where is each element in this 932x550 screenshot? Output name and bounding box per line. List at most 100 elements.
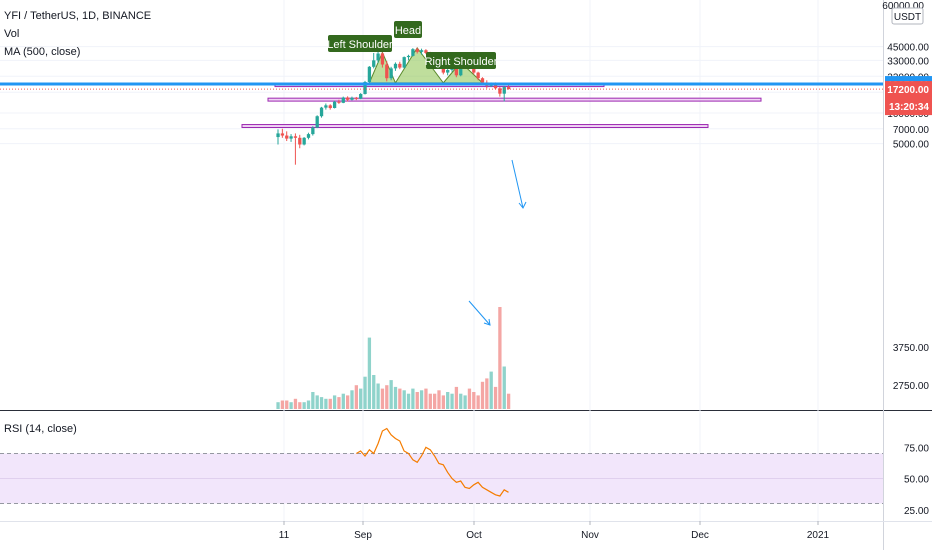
volume-bar bbox=[328, 398, 332, 409]
candle-body[interactable] bbox=[276, 133, 280, 138]
candle-body[interactable] bbox=[332, 101, 337, 109]
candle-body[interactable] bbox=[311, 127, 315, 135]
time-tick-label[interactable]: Oct bbox=[466, 530, 482, 541]
candle-body[interactable] bbox=[363, 81, 367, 94]
candle-body[interactable] bbox=[337, 101, 341, 103]
right-shoulder-label-bg[interactable] bbox=[426, 52, 496, 69]
volume-bar bbox=[472, 392, 476, 409]
time-tick-label[interactable]: Sep bbox=[354, 530, 372, 541]
candle-body[interactable] bbox=[480, 78, 485, 83]
symbol-legend[interactable]: YFI / TetherUS, 1D, BINANCE bbox=[4, 10, 152, 22]
candle-body[interactable] bbox=[450, 68, 454, 71]
candle-body[interactable] bbox=[359, 93, 363, 99]
price-tick-label: 5000.00 bbox=[893, 140, 930, 151]
support-zone[interactable] bbox=[267, 97, 762, 102]
volume-bars bbox=[276, 307, 511, 409]
volume-arrow-shaft[interactable] bbox=[468, 300, 491, 326]
head-shoulders-pattern[interactable] bbox=[368, 46, 484, 84]
last-price-label[interactable]: 17200.00 bbox=[887, 85, 929, 96]
candle-body[interactable] bbox=[411, 49, 415, 56]
candle-body[interactable] bbox=[302, 137, 306, 145]
volume-bar bbox=[428, 393, 432, 409]
head-label-bg[interactable] bbox=[394, 21, 422, 38]
volume-bar bbox=[502, 366, 506, 409]
right-shoulder-label[interactable]: Right Shoulder bbox=[425, 56, 498, 68]
candle-body[interactable] bbox=[502, 87, 506, 94]
candle-body[interactable] bbox=[389, 68, 393, 79]
support-zone[interactable] bbox=[241, 124, 709, 129]
candle-body[interactable] bbox=[354, 97, 358, 99]
last-price-tag[interactable] bbox=[885, 81, 932, 116]
volume-bar bbox=[302, 402, 306, 409]
candle-body[interactable] bbox=[454, 68, 459, 76]
volume-bar bbox=[376, 383, 380, 409]
candle-body[interactable] bbox=[350, 97, 354, 100]
candle-body[interactable] bbox=[341, 97, 345, 103]
volume-bar bbox=[324, 398, 328, 409]
candle-body[interactable] bbox=[441, 66, 445, 73]
price-tick-label: 45000.00 bbox=[887, 43, 929, 54]
candle-body[interactable] bbox=[493, 83, 498, 89]
time-tick-label[interactable]: Dec bbox=[691, 530, 709, 541]
ma-legend[interactable]: MA (500, close) bbox=[4, 46, 81, 58]
candle-body[interactable] bbox=[385, 64, 389, 79]
volume-bar bbox=[437, 390, 441, 409]
candle-body[interactable] bbox=[476, 72, 480, 79]
candle-body[interactable] bbox=[285, 135, 289, 139]
left-shoulder-label-bg[interactable] bbox=[328, 35, 392, 52]
price-axis[interactable]: 60000.00USDT45000.0033000.0023000.001000… bbox=[882, 1, 932, 392]
candle-body[interactable] bbox=[293, 136, 298, 138]
volume-bar bbox=[480, 381, 485, 409]
volume-bar bbox=[467, 388, 472, 409]
candle-body[interactable] bbox=[306, 134, 311, 138]
candle-body[interactable] bbox=[446, 70, 450, 73]
candle-body[interactable] bbox=[328, 105, 332, 109]
arrows[interactable] bbox=[468, 159, 527, 326]
currency-label[interactable]: USDT bbox=[894, 12, 921, 23]
candle-body[interactable] bbox=[498, 88, 502, 94]
candle-body[interactable] bbox=[376, 53, 380, 61]
candle-body[interactable] bbox=[298, 137, 302, 145]
candle-body[interactable] bbox=[459, 65, 463, 76]
candle-body[interactable] bbox=[324, 105, 328, 108]
rsi-line[interactable] bbox=[355, 427, 509, 497]
candle-body[interactable] bbox=[289, 136, 293, 139]
candle-body[interactable] bbox=[346, 97, 350, 100]
candle-body[interactable] bbox=[398, 63, 402, 68]
head-label[interactable]: Head bbox=[395, 25, 421, 37]
candle-body[interactable] bbox=[280, 133, 285, 136]
time-tick-label[interactable]: 2021 bbox=[807, 530, 830, 541]
volume-bar bbox=[463, 395, 467, 409]
time-axis[interactable]: 11 Sep Oct Nov Dec 2021 bbox=[279, 521, 830, 541]
vol-legend[interactable]: Vol bbox=[4, 28, 20, 40]
rsi-legend[interactable]: RSI (14, close) bbox=[4, 423, 77, 435]
candle-body[interactable] bbox=[393, 63, 398, 69]
volume-bar bbox=[385, 385, 389, 409]
time-tick-label[interactable]: Nov bbox=[581, 530, 599, 541]
candle-body[interactable] bbox=[415, 49, 419, 52]
volume-bar bbox=[415, 392, 419, 409]
price-lines[interactable] bbox=[0, 82, 883, 90]
candle-body[interactable] bbox=[419, 50, 424, 52]
volume-bar bbox=[363, 376, 367, 409]
currency-box[interactable] bbox=[891, 7, 924, 25]
candle-body[interactable] bbox=[315, 116, 319, 128]
time-tick-label[interactable]: 11 bbox=[279, 530, 290, 541]
candle-body[interactable] bbox=[472, 66, 476, 73]
candle-body[interactable] bbox=[367, 66, 372, 82]
candle-body[interactable] bbox=[319, 107, 324, 117]
down-arrow-shaft[interactable] bbox=[511, 159, 524, 209]
candle-body[interactable] bbox=[372, 60, 376, 67]
candle-body[interactable] bbox=[402, 57, 406, 68]
candle-body[interactable] bbox=[380, 53, 385, 65]
volume-bar bbox=[293, 398, 298, 409]
rsi-panel[interactable] bbox=[0, 427, 883, 504]
candle-body[interactable] bbox=[406, 55, 411, 58]
left-shoulder-label[interactable]: Left Shoulder bbox=[327, 39, 393, 51]
grid bbox=[0, 0, 883, 521]
countdown-label[interactable]: 13:20:34 bbox=[889, 102, 929, 113]
candle-body[interactable] bbox=[424, 50, 428, 53]
candle-body[interactable] bbox=[506, 87, 511, 90]
